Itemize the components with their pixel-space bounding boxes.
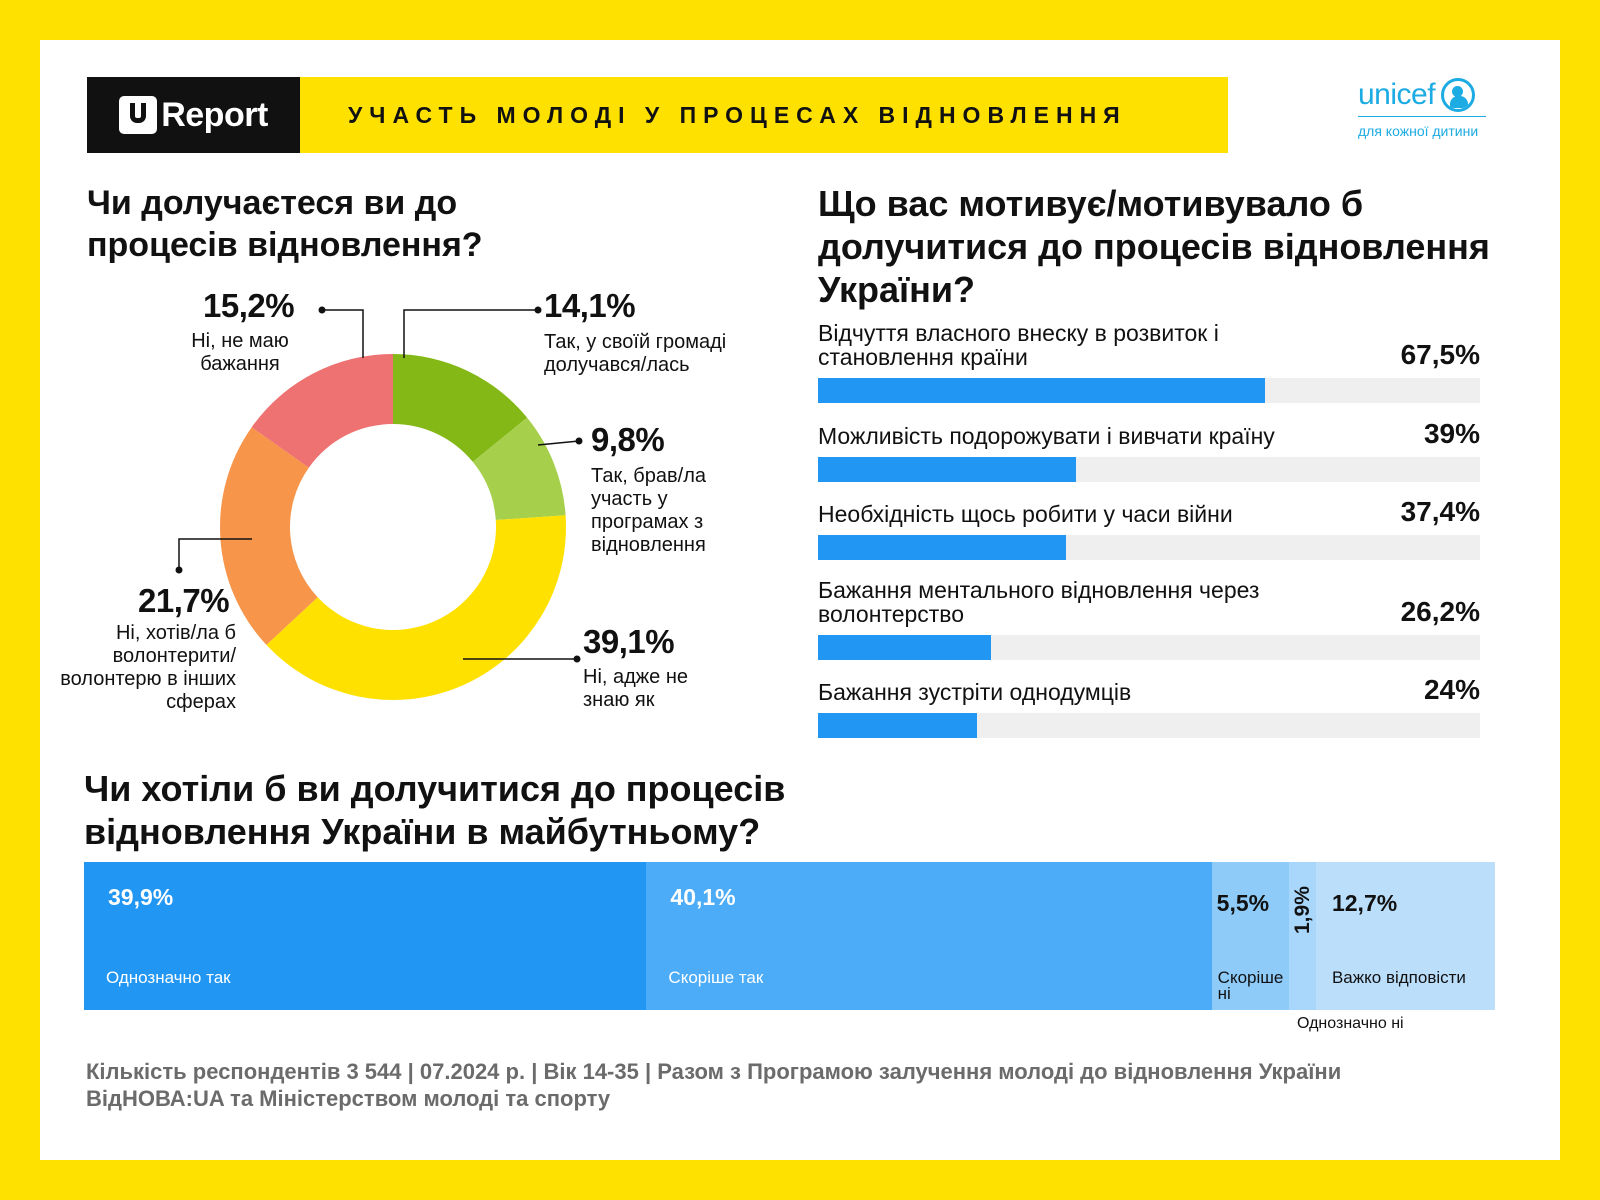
donut-value-15-2: 15,2% <box>203 287 295 324</box>
donut-label-14-1: Так, у своїй громаді долучався/лась <box>544 331 727 376</box>
leader-line-14-1 <box>403 309 538 358</box>
q1-title: Чи долучаєтеся ви до процесів відновленн… <box>87 184 483 264</box>
infographic-card: Report УЧАСТЬ МОЛОДІ У ПРОЦЕСАХ ВІДНОВЛЕ… <box>40 40 1560 1160</box>
unicef-logo: unicef для кожної дитини <box>1358 78 1498 139</box>
stack-value: 5,5% <box>1216 890 1270 916</box>
q2-title: Що вас мотивує/мотивувало б долучитися д… <box>818 183 1490 310</box>
stack-label: Скоріше так <box>668 968 764 987</box>
donut-value-9-8: 9,8% <box>591 421 665 458</box>
donut-value-14-1: 14,1% <box>544 287 636 324</box>
donut-value-39-1: 39,1% <box>583 623 675 660</box>
bar-fill <box>818 713 977 738</box>
bar-row: Бажання ментального відновлення через во… <box>818 570 1480 660</box>
ureport-logo-text: Report <box>161 95 268 134</box>
ureport-logo: Report <box>87 77 300 153</box>
unicef-tagline: для кожної дитини <box>1358 123 1479 139</box>
bar-row: Бажання зустріти однодумців 24% <box>818 648 1480 738</box>
stack-value: 12,7% <box>1331 890 1398 916</box>
bar-row: Необхідність щось робити у часи війни 37,… <box>818 470 1480 560</box>
leader-line-9-8 <box>537 440 580 446</box>
stack-label-outside: Однозначно ні <box>1297 1015 1404 1032</box>
bar-fill <box>818 378 1265 403</box>
donut-label-15-2: Ні, не маю бажання <box>191 330 289 375</box>
stack-seg-rather-no: 5,5% Скоріше ні <box>1211 862 1290 1010</box>
bar-label: Бажання ментального відновлення через во… <box>818 577 1260 627</box>
bar-track <box>818 378 1480 403</box>
stack-label: Важко відповісти <box>1331 968 1466 987</box>
unicef-divider <box>1358 116 1486 117</box>
stack-label: Однозначно так <box>106 968 231 987</box>
future-participation-stacked-bar: 39,9% Однозначно так 40,1% Скоріше так 5,5% С… <box>84 862 1495 1010</box>
stack-value: 1,9% <box>1291 886 1315 934</box>
bar-label: Необхідність щось робити у часи війни <box>818 501 1233 527</box>
bar-label: Можливість подорожувати і вивчати країну <box>818 423 1275 449</box>
donut-slice-no-other-volunteering <box>220 427 318 645</box>
bar-value: 26,2% <box>1400 596 1480 627</box>
bar-value: 37,4% <box>1400 496 1480 527</box>
leader-line-15-2 <box>322 309 364 358</box>
stack-value: 39,9% <box>108 884 174 910</box>
q3-title: Чи хотіли б ви долучитися до процесів ві… <box>84 768 786 852</box>
bar-row: Можливість подорожувати і вивчати країну… <box>818 392 1480 482</box>
donut-slice-yes-community <box>393 354 528 462</box>
donut-label-39-1: Ні, адже не знаю як <box>583 666 689 711</box>
title-bar: УЧАСТЬ МОЛОДІ У ПРОЦЕСАХ ВІДНОВЛЕННЯ <box>300 77 1228 153</box>
bar-track <box>818 457 1480 482</box>
footer-note: Кількість респондентів 3 544 | 07.2024 р… <box>86 1059 1342 1111</box>
donut-slice-no-dont-know <box>266 515 566 700</box>
bar-track <box>818 535 1480 560</box>
ureport-u-icon <box>119 96 158 134</box>
bar-row: Відчуття власного внеску в розвиток і ст… <box>818 313 1480 403</box>
bar-fill <box>818 535 1066 560</box>
leader-line-14-1-dot <box>534 306 542 314</box>
bar-label: Відчуття власного внеску в розвиток і ст… <box>818 320 1219 370</box>
bar-label: Бажання зустріти однодумців <box>818 679 1132 705</box>
donut-value-21-7: 21,7% <box>138 582 230 619</box>
stack-seg-hard-to-say: 12,7% Важко відповісти <box>1315 862 1495 1010</box>
stack-value: 40,1% <box>670 884 736 910</box>
stack-label: Скоріше ні <box>1217 968 1284 1003</box>
leader-line-21-7 <box>178 538 252 570</box>
leader-line-15-2-dot <box>318 306 326 314</box>
bar-value: 24% <box>1423 674 1480 705</box>
donut-slice-yes-programs <box>472 417 566 521</box>
stack-seg-rather-yes: 40,1% Скоріше так <box>646 862 1212 1010</box>
leader-line-39-1-dot <box>573 655 581 663</box>
stack-seg-definitely-no: 1,9% <box>1289 862 1316 1010</box>
leader-line-9-8-dot <box>575 437 583 445</box>
bar-fill <box>818 635 992 660</box>
unicef-wordmark: unicef <box>1358 78 1436 111</box>
leader-line-21-7-dot <box>175 566 183 574</box>
bar-track <box>818 635 1480 660</box>
bar-track <box>818 713 1480 738</box>
bar-fill <box>818 457 1077 482</box>
unicef-emblem-icon <box>1441 78 1476 112</box>
bar-value: 39% <box>1423 418 1480 449</box>
page-title: УЧАСТЬ МОЛОДІ У ПРОЦЕСАХ ВІДНОВЛЕННЯ <box>348 101 1127 128</box>
bar-value: 67,5% <box>1400 339 1480 370</box>
donut-label-21-7: Ні, хотів/ла б волонтерити/ волонтерю в … <box>60 622 236 713</box>
donut-label-9-8: Так, брав/ла участь у програмах з віднов… <box>591 465 706 556</box>
stack-seg-definitely-yes: 39,9% Однозначно так <box>84 862 647 1010</box>
